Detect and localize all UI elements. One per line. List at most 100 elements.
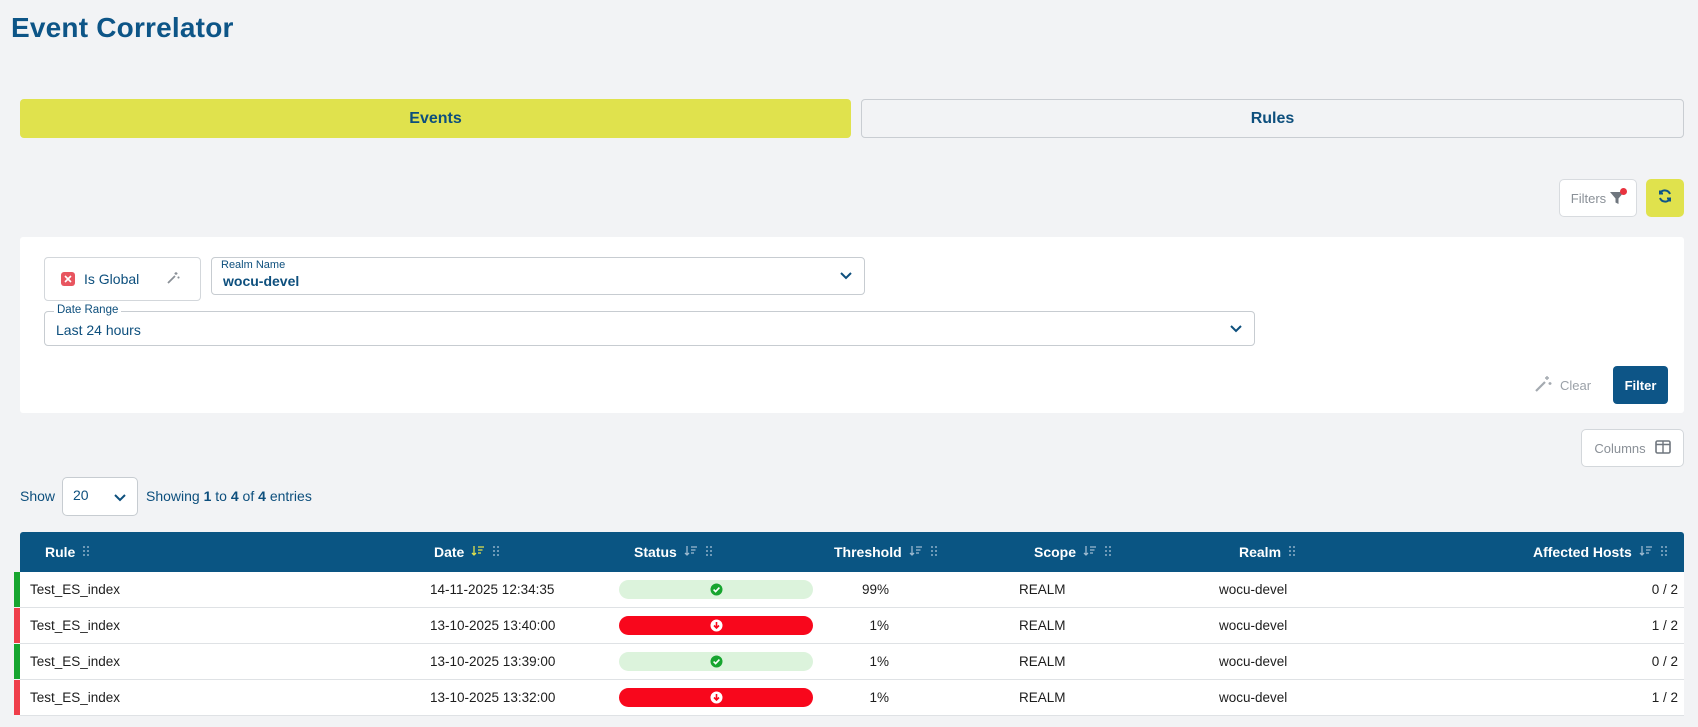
- drag-handle-icon[interactable]: [82, 544, 90, 560]
- sort-icon[interactable]: [471, 544, 485, 560]
- cell-date: 13-10-2025 13:32:00: [430, 690, 556, 705]
- filters-button[interactable]: Filters: [1559, 179, 1637, 217]
- is-global-chip[interactable]: Is Global: [44, 257, 201, 301]
- table-row[interactable]: Test_ES_index 13-10-2025 13:40:00 1% REALM w…: [14, 608, 1684, 644]
- drag-handle-icon[interactable]: [930, 544, 938, 560]
- sort-icon[interactable]: [1639, 544, 1653, 560]
- remove-chip-icon[interactable]: [61, 272, 75, 286]
- status-badge: [619, 652, 813, 671]
- entries-to: 4: [230, 488, 239, 504]
- chevron-down-icon: [840, 272, 852, 280]
- date-range-select[interactable]: Date Range Last 24 hours: [44, 304, 1255, 346]
- status-badge: [619, 688, 813, 707]
- status-badge: [619, 616, 813, 635]
- row-status-indicator: [14, 680, 20, 715]
- column-header-rule[interactable]: Rule: [45, 532, 90, 572]
- clear-button[interactable]: Clear: [1534, 366, 1591, 404]
- columns-button[interactable]: Columns: [1581, 429, 1684, 467]
- realm-name-value: wocu-devel: [223, 273, 300, 289]
- column-header-scope[interactable]: Scope: [1034, 532, 1112, 572]
- active-filter-dot: [1620, 188, 1628, 195]
- column-header-label: Scope: [1034, 544, 1077, 560]
- cell-realm: wocu-devel: [1219, 654, 1288, 669]
- entries-from: 1: [203, 488, 212, 504]
- cell-affected-hosts: 0 / 2: [1651, 654, 1678, 669]
- entries-info: Showing 1 to 4 of 4 entries: [146, 488, 312, 504]
- column-header-label: Realm: [1239, 544, 1282, 560]
- row-status-indicator: [14, 572, 20, 607]
- sort-icon[interactable]: [1083, 544, 1097, 560]
- entries-to-word: to: [215, 488, 227, 504]
- cell-affected-hosts: 0 / 2: [1651, 582, 1678, 597]
- columns-icon: [1654, 439, 1671, 457]
- cell-affected-hosts: 1 / 2: [1651, 690, 1678, 705]
- page-size-select[interactable]: 20: [62, 477, 138, 516]
- date-range-label: Date Range: [54, 304, 122, 316]
- arrow-down-circle-icon: [710, 691, 723, 704]
- page-title: Event Correlator: [11, 12, 234, 43]
- cell-threshold: 1%: [869, 618, 889, 633]
- cell-realm: wocu-devel: [1219, 690, 1288, 705]
- show-label: Show: [20, 488, 56, 504]
- filter-button[interactable]: Filter: [1613, 366, 1668, 404]
- magic-wand-icon[interactable]: [166, 271, 180, 285]
- entries-of-word: of: [242, 488, 255, 504]
- check-circle-icon: [710, 583, 723, 596]
- drag-handle-icon[interactable]: [492, 544, 500, 560]
- cell-realm: wocu-devel: [1219, 618, 1288, 633]
- sort-icon[interactable]: [684, 544, 698, 560]
- cell-threshold: 1%: [869, 654, 889, 669]
- columns-label: Columns: [1594, 440, 1646, 456]
- cell-scope: REALM: [1019, 582, 1066, 597]
- drag-handle-icon[interactable]: [1104, 544, 1112, 560]
- column-header-threshold[interactable]: Threshold: [834, 532, 938, 572]
- table-row[interactable]: Test_ES_index 13-10-2025 13:39:00 1% REALM w…: [14, 644, 1684, 680]
- refresh-icon: [1657, 188, 1673, 209]
- page-size-value: 20: [73, 487, 89, 503]
- column-header-realm[interactable]: Realm: [1239, 532, 1296, 572]
- cell-date: 13-10-2025 13:39:00: [430, 654, 556, 669]
- column-header-label: Date: [434, 544, 465, 560]
- cell-date: 13-10-2025 13:40:00: [430, 618, 556, 633]
- events-table: Rule Date Status Threshold Scope Realm Affecte…: [14, 532, 1684, 716]
- tab-events[interactable]: Events: [20, 99, 851, 138]
- refresh-button[interactable]: [1646, 179, 1684, 217]
- drag-handle-icon[interactable]: [705, 544, 713, 560]
- row-status-indicator: [14, 644, 20, 679]
- cell-realm: wocu-devel: [1219, 582, 1288, 597]
- realm-name-label: Realm Name: [221, 259, 286, 271]
- column-header-affected-hosts[interactable]: Affected Hosts: [1533, 532, 1668, 572]
- entries-suffix: entries: [269, 488, 312, 504]
- chevron-down-icon: [1230, 324, 1242, 332]
- entries-total: 4: [258, 488, 266, 504]
- drag-handle-icon[interactable]: [1288, 544, 1296, 560]
- funnel-icon: [1609, 188, 1628, 206]
- cell-threshold: 99%: [861, 582, 889, 597]
- chevron-down-icon: [114, 494, 126, 502]
- entries-prefix: Showing: [146, 488, 200, 504]
- check-circle-icon: [710, 655, 723, 668]
- status-badge: [619, 580, 813, 599]
- cell-affected-hosts: 1 / 2: [1651, 618, 1678, 633]
- cell-scope: REALM: [1019, 690, 1066, 705]
- cell-threshold: 1%: [869, 690, 889, 705]
- clear-label: Clear: [1560, 377, 1592, 393]
- row-status-indicator: [14, 608, 20, 643]
- realm-name-select[interactable]: Realm Name wocu-devel: [211, 257, 865, 295]
- drag-handle-icon[interactable]: [1660, 544, 1668, 560]
- column-header-label: Threshold: [834, 544, 902, 560]
- tab-rules[interactable]: Rules: [861, 99, 1684, 138]
- filters-label: Filters: [1570, 190, 1607, 206]
- column-header-status[interactable]: Status: [634, 532, 713, 572]
- cell-rule: Test_ES_index: [30, 582, 121, 597]
- cell-rule: Test_ES_index: [30, 654, 121, 669]
- column-header-date[interactable]: Date: [434, 532, 500, 572]
- table-row[interactable]: Test_ES_index 14-11-2025 12:34:35 99% REALM…: [14, 572, 1684, 608]
- cell-scope: REALM: [1019, 654, 1066, 669]
- magic-wand-icon: [1534, 375, 1552, 396]
- column-header-label: Affected Hosts: [1533, 544, 1632, 560]
- column-header-label: Rule: [45, 544, 76, 560]
- sort-icon[interactable]: [909, 544, 923, 560]
- table-row[interactable]: Test_ES_index 13-10-2025 13:32:00 1% REALM w…: [14, 680, 1684, 716]
- cell-scope: REALM: [1019, 618, 1066, 633]
